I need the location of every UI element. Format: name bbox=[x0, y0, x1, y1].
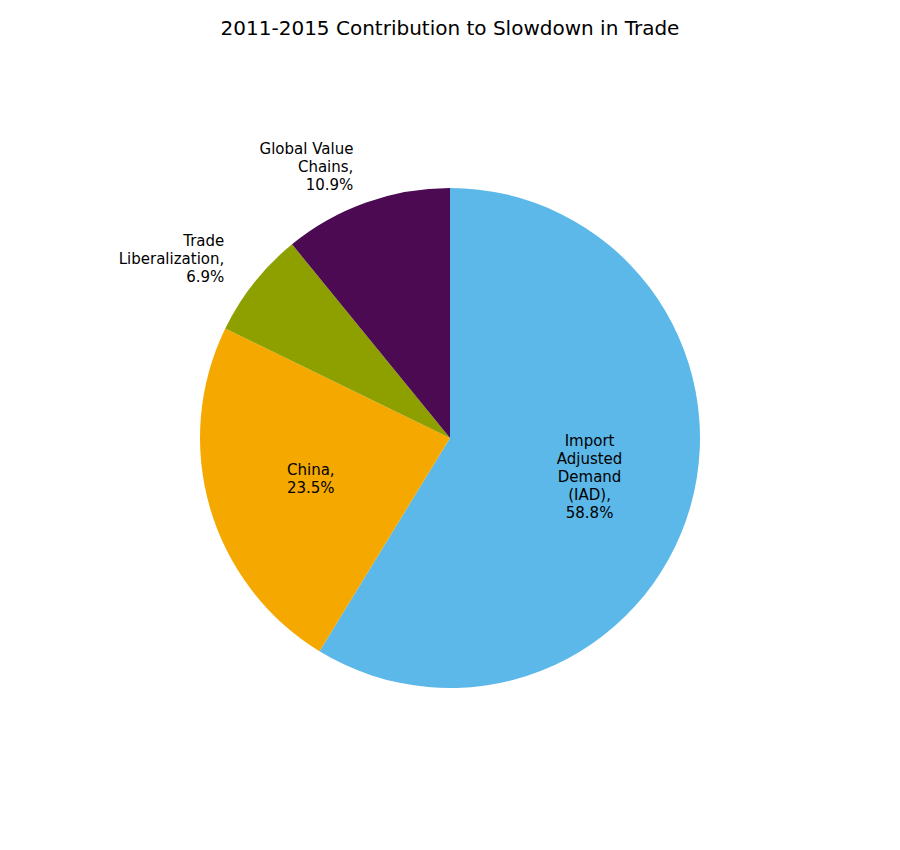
svg-text:Global ValueChains,10.9%: Global ValueChains,10.9% bbox=[260, 140, 354, 194]
svg-text:ImportAdjustedDemand(IAD),58.8: ImportAdjustedDemand(IAD),58.8% bbox=[557, 432, 623, 522]
svg-text:China,23.5%: China,23.5% bbox=[287, 461, 335, 497]
html-text:2011-2015 Contribution to Slow: 2011-2015 Contribution to Slowdown in Tr… bbox=[220, 16, 680, 40]
svg-text:TradeLiberalization,6.9%: TradeLiberalization,6.9% bbox=[119, 232, 225, 286]
